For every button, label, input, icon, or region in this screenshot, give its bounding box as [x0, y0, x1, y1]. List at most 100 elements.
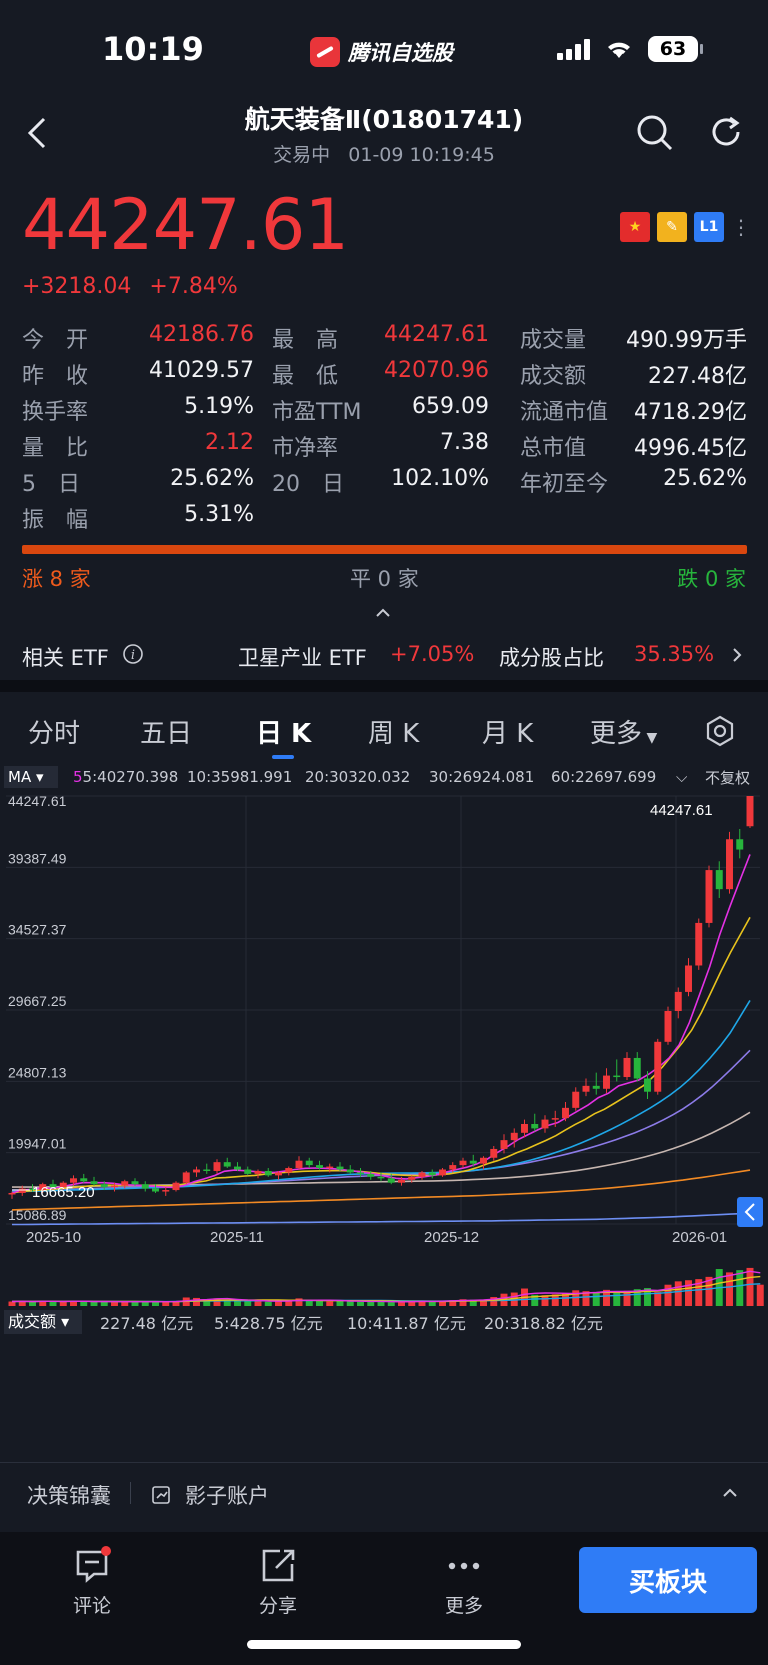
volume-bar — [572, 1290, 580, 1306]
volume-bar — [664, 1284, 672, 1306]
volume-bar — [387, 1302, 395, 1306]
volume-bar — [193, 1297, 200, 1306]
candle — [480, 1157, 487, 1164]
volume-bar — [29, 1301, 36, 1306]
tab-five-day[interactable]: 五日 — [140, 719, 193, 749]
volume-bar — [203, 1299, 211, 1306]
candle — [336, 1166, 344, 1170]
nav-share[interactable]: 分享 — [228, 1546, 328, 1618]
volume-bar — [18, 1301, 26, 1306]
settings-icon[interactable] — [704, 715, 736, 747]
candle — [49, 1184, 57, 1188]
home-indicator[interactable] — [247, 1640, 521, 1649]
nav-share-label: 分享 — [258, 1595, 297, 1617]
volume-value: 227.48 亿元 — [100, 1314, 194, 1333]
volume-bar — [90, 1301, 98, 1306]
search-icon[interactable] — [636, 114, 674, 152]
last-price-label: 44247.61 — [650, 802, 713, 819]
volume-selector[interactable]: 成交额 ▾ — [4, 1310, 82, 1334]
label: 今 开 — [22, 328, 89, 353]
tab-monthly-k[interactable]: 月 K — [482, 719, 534, 749]
candle — [562, 1107, 569, 1119]
tab-weekly-k[interactable]: 周 K — [368, 719, 420, 749]
chevron-right-icon[interactable] — [732, 647, 742, 663]
divider — [0, 1462, 768, 1463]
min-price-label: 16665.20 — [32, 1184, 95, 1201]
more-vertical-icon[interactable]: ⋮ — [731, 215, 751, 239]
clock: 10:19 — [102, 30, 204, 68]
nav-more[interactable]: 更多 — [414, 1546, 514, 1618]
ma-selector[interactable]: MA ▾ — [4, 766, 58, 788]
l1-badge[interactable]: L1 — [694, 212, 724, 242]
candle — [275, 1172, 282, 1176]
volume-bar — [162, 1302, 170, 1306]
buy-sector-button[interactable]: 买板块 — [579, 1547, 757, 1613]
volume-bar — [367, 1301, 375, 1306]
etf-pct: +7.05% — [390, 642, 475, 666]
candle — [449, 1165, 457, 1170]
label: 量 比 — [22, 436, 89, 461]
prev-close-value: 41029.57 — [149, 358, 254, 383]
ma60-value: 60:22697.699 — [551, 768, 657, 786]
chevron-up-icon[interactable] — [722, 1488, 738, 1498]
tab-daily-k[interactable]: 日 K — [256, 719, 312, 749]
tab-more[interactable]: 更多 ▼ — [590, 719, 658, 749]
volume-ma20: 20:318.82 亿元 — [484, 1314, 603, 1333]
candle — [551, 1118, 559, 1120]
nav-comment[interactable]: 评论 — [42, 1546, 142, 1618]
advancers[interactable]: 涨 8 家 — [22, 567, 91, 591]
label: 总市值 — [520, 436, 587, 461]
candle — [357, 1172, 364, 1174]
candlestick-chart[interactable]: 44247.61 39387.49 34527.37 29667.25 24807.13… — [0, 788, 768, 1308]
x-tick-label: 2025-11 — [210, 1229, 264, 1246]
decliners[interactable]: 跌 0 家 — [677, 567, 746, 591]
candle — [285, 1168, 293, 1173]
volume-bar — [756, 1284, 764, 1306]
shadow-account[interactable]: 影子账户 — [185, 1484, 269, 1508]
tab-intraday[interactable]: 分时 — [28, 719, 81, 749]
signal-icon — [557, 38, 590, 60]
stats-row: 换手率 5.19% 市盈TTM 659.09 流通市值 4718.29亿 — [22, 392, 747, 428]
open-value: 42186.76 — [149, 322, 254, 347]
decision-kit[interactable]: 决策锦囊 — [27, 1484, 111, 1508]
volume-bar — [39, 1300, 47, 1306]
adjust-mode[interactable]: 不复权 — [705, 768, 751, 787]
candle — [203, 1169, 211, 1172]
unchanged[interactable]: 平 0 家 — [350, 567, 419, 591]
label: 最 高 — [272, 328, 339, 353]
related-etf-row[interactable]: 相关 ETF i 卫星产业 ETF +7.05% 成分股占比 35.35% — [0, 630, 768, 676]
back-icon[interactable] — [26, 116, 48, 150]
candle — [234, 1166, 241, 1170]
candle — [603, 1075, 610, 1089]
ma20-line — [12, 999, 751, 1193]
info-icon[interactable]: i — [122, 643, 144, 665]
tab-indicator — [272, 755, 294, 759]
candle — [295, 1160, 303, 1169]
expand-icon[interactable]: ⌵ — [676, 768, 688, 786]
candle — [685, 965, 692, 992]
candle — [70, 1178, 77, 1183]
china-flag-icon[interactable]: ★ — [620, 212, 650, 242]
chevron-up-icon[interactable] — [375, 608, 391, 618]
refresh-icon[interactable] — [708, 114, 744, 150]
etf-name[interactable]: 卫星产业 ETF — [238, 646, 367, 670]
note-icon[interactable]: ✎ — [657, 212, 687, 242]
ma-legend: MA ▾ 55:40270.398 10:35981.991 20:30320.… — [0, 766, 768, 788]
label: 振 幅 — [22, 508, 89, 533]
volume-bar — [172, 1301, 180, 1306]
y-tick-label: 29667.25 — [8, 993, 67, 1009]
candle — [705, 870, 713, 923]
volume-bar — [152, 1301, 159, 1306]
volume-bar — [746, 1267, 754, 1306]
label: 昨 收 — [22, 364, 89, 389]
ma5-value: 55:40270.398 — [73, 768, 179, 786]
volume-bar — [49, 1301, 57, 1306]
more-dots-icon — [448, 1562, 480, 1570]
candle — [654, 1041, 662, 1092]
candle — [90, 1181, 98, 1185]
candle — [254, 1170, 262, 1174]
low-value: 42070.96 — [384, 358, 489, 383]
candle — [39, 1184, 47, 1191]
volume-ma5-line — [11, 1270, 761, 1303]
breadth-bar — [22, 545, 747, 554]
